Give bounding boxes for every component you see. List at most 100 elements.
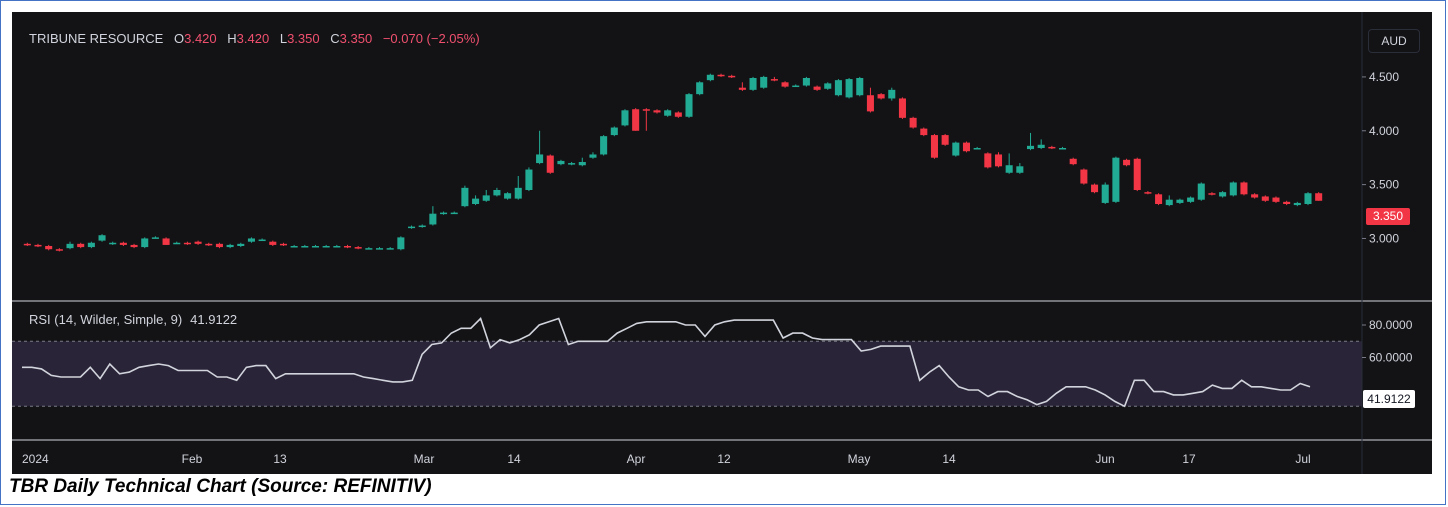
candle-body	[1048, 146, 1056, 149]
chart-canvas[interactable]: 4.500 4.000 3.500 3.000 80.0000 60.0000 2024 Fe…	[12, 12, 1432, 474]
candle-body	[343, 246, 352, 248]
candle-body	[1176, 199, 1184, 203]
candle-body	[237, 243, 245, 246]
candle-body	[1069, 158, 1077, 165]
candle-body	[642, 109, 650, 111]
candle-body	[215, 243, 223, 248]
candle-body	[354, 247, 362, 249]
candle-body	[472, 198, 480, 204]
candle-body	[1251, 194, 1259, 198]
candle-body	[514, 187, 522, 199]
time-tick-label: Jul	[1295, 452, 1310, 466]
candle-body	[87, 242, 95, 248]
candle-body	[1315, 193, 1323, 201]
candle-body	[632, 109, 640, 131]
candle-body	[802, 78, 810, 86]
time-tick-label: 17	[1182, 452, 1196, 466]
ohlc-legend: TRIBUNE RESOURCE O3.420 H3.420 L3.350 C3…	[29, 31, 487, 46]
candle-body	[920, 128, 928, 136]
candle-body	[162, 238, 170, 245]
candle-body	[1208, 193, 1216, 195]
candle-body	[23, 243, 31, 246]
candle-body	[856, 78, 864, 96]
rsi-tick-label: 80.0000	[1369, 318, 1413, 332]
time-tick-label: Feb	[182, 452, 203, 466]
candle-body	[706, 74, 714, 81]
candle-body	[408, 226, 416, 229]
candle-body	[557, 160, 565, 165]
candle-body	[930, 135, 938, 158]
time-tick-label: 13	[273, 452, 287, 466]
change-value: −0.070 (−2.05%)	[382, 31, 480, 46]
candle-body	[440, 212, 448, 215]
candle-body	[685, 94, 693, 117]
candle-body	[1123, 159, 1131, 166]
close-value: 3.350	[339, 31, 373, 46]
candle-body	[1187, 197, 1195, 202]
candle-body	[269, 241, 277, 245]
candle-body	[1219, 192, 1227, 197]
candle-body	[792, 85, 800, 88]
candle-body	[194, 241, 202, 244]
price-tick-label: 3.000	[1369, 231, 1399, 245]
time-tick-label: Mar	[414, 452, 435, 466]
close-label: C	[330, 31, 340, 46]
candle-body	[866, 95, 874, 112]
candle-body	[397, 237, 405, 250]
rsi-band	[12, 341, 1362, 407]
candle-body	[1005, 165, 1013, 173]
candle-body	[279, 243, 287, 246]
candle-body	[77, 243, 85, 248]
currency-button[interactable]: AUD	[1368, 29, 1420, 53]
low-label: L	[279, 31, 288, 46]
candle-body	[824, 83, 832, 89]
trading-chart[interactable]: 4.500 4.000 3.500 3.000 80.0000 60.0000 2024 Fe…	[12, 12, 1432, 474]
candle-body	[34, 244, 42, 247]
candle-body	[877, 94, 885, 99]
candle-body	[546, 155, 554, 173]
time-tick-label: 14	[507, 452, 521, 466]
candle-body	[621, 110, 629, 126]
candle-body	[898, 98, 906, 118]
candle-body	[1240, 182, 1248, 195]
price-tick-label: 4.000	[1369, 124, 1399, 138]
time-tick-label: May	[848, 452, 871, 466]
candle-body	[226, 244, 234, 248]
candle-body	[696, 82, 704, 95]
candle-body	[536, 154, 544, 164]
symbol-name: TRIBUNE RESOURCE	[29, 31, 164, 46]
last-price-tag: 3.350	[1366, 208, 1410, 225]
rsi-line	[22, 317, 1311, 408]
candle-body	[1155, 194, 1163, 204]
candle-body	[386, 248, 394, 250]
candle-body	[247, 238, 255, 242]
candle-body	[311, 246, 320, 248]
candle-body	[813, 86, 821, 90]
candle-body	[1091, 184, 1099, 193]
candle-body	[717, 74, 725, 77]
candle-body	[1144, 192, 1152, 194]
rsi-legend: RSI (14, Wilder, Simple, 9) 41.9122	[29, 312, 237, 327]
time-tick-label: 12	[717, 452, 731, 466]
candle-body	[845, 79, 853, 98]
candle-body	[290, 246, 298, 248]
candle-body	[1283, 201, 1291, 204]
candle-body	[1165, 199, 1173, 206]
candle-body	[728, 75, 736, 78]
candle-body	[258, 239, 266, 242]
price-tick-label: 3.500	[1369, 178, 1399, 192]
candle-body	[365, 248, 373, 250]
candle-body	[1133, 158, 1141, 190]
candle-body	[141, 238, 149, 248]
candle-body	[1080, 169, 1088, 184]
candle-body	[589, 154, 597, 158]
rsi-label: RSI (14, Wilder, Simple, 9)	[29, 312, 183, 327]
candle-body	[1037, 144, 1045, 148]
candle-body	[941, 135, 949, 145]
candle-body	[610, 127, 618, 136]
candle-body	[525, 169, 533, 190]
candle-body	[568, 163, 576, 165]
candle-body	[578, 162, 586, 166]
candle-body	[1272, 197, 1280, 202]
